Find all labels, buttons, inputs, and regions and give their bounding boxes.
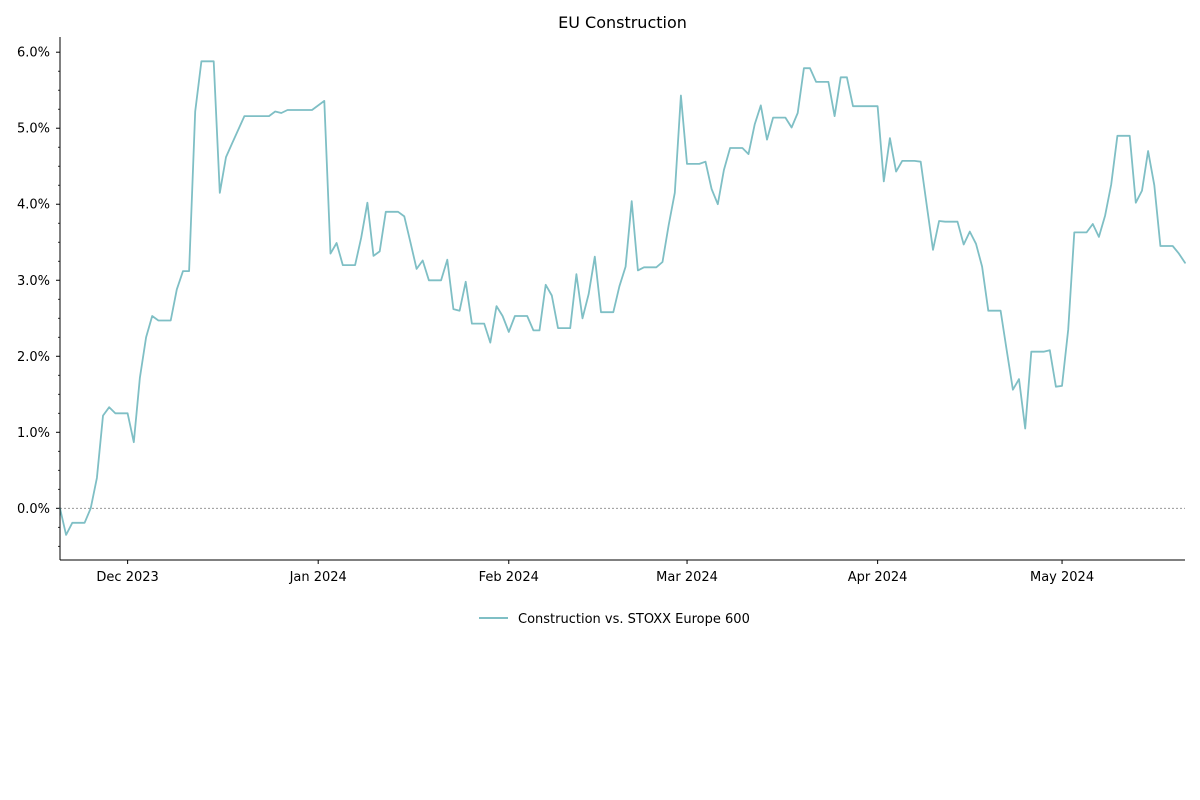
- y-tick-label: 4.0%: [17, 198, 50, 213]
- x-tick-label: Feb 2024: [479, 570, 539, 585]
- y-axis-ticks: 0.0% 1.0% 2.0% 3.0% 4.0% 5.0% 6.0%: [17, 46, 60, 547]
- x-tick-label: Mar 2024: [656, 570, 718, 585]
- x-tick-label: Apr 2024: [848, 570, 908, 585]
- y-tick-label: 6.0%: [17, 46, 50, 61]
- y-tick-label: 1.0%: [17, 426, 50, 441]
- x-axis-ticks: Dec 2023 Jan 2024 Feb 2024 Mar 2024 Apr 2024…: [96, 560, 1094, 585]
- legend-label: Construction vs. STOXX Europe 600: [518, 612, 750, 627]
- x-tick-label: Jan 2024: [289, 570, 347, 585]
- x-tick-label: Dec 2023: [96, 570, 158, 585]
- chart-title: EU Construction: [558, 13, 687, 32]
- x-tick-label: May 2024: [1030, 570, 1094, 585]
- y-tick-label: 2.0%: [17, 350, 50, 365]
- y-tick-label: 3.0%: [17, 274, 50, 289]
- series-line-construction: [59, 60, 1186, 536]
- legend: Construction vs. STOXX Europe 600: [479, 612, 750, 627]
- y-tick-label: 0.0%: [17, 502, 50, 517]
- y-tick-label: 5.0%: [17, 122, 50, 137]
